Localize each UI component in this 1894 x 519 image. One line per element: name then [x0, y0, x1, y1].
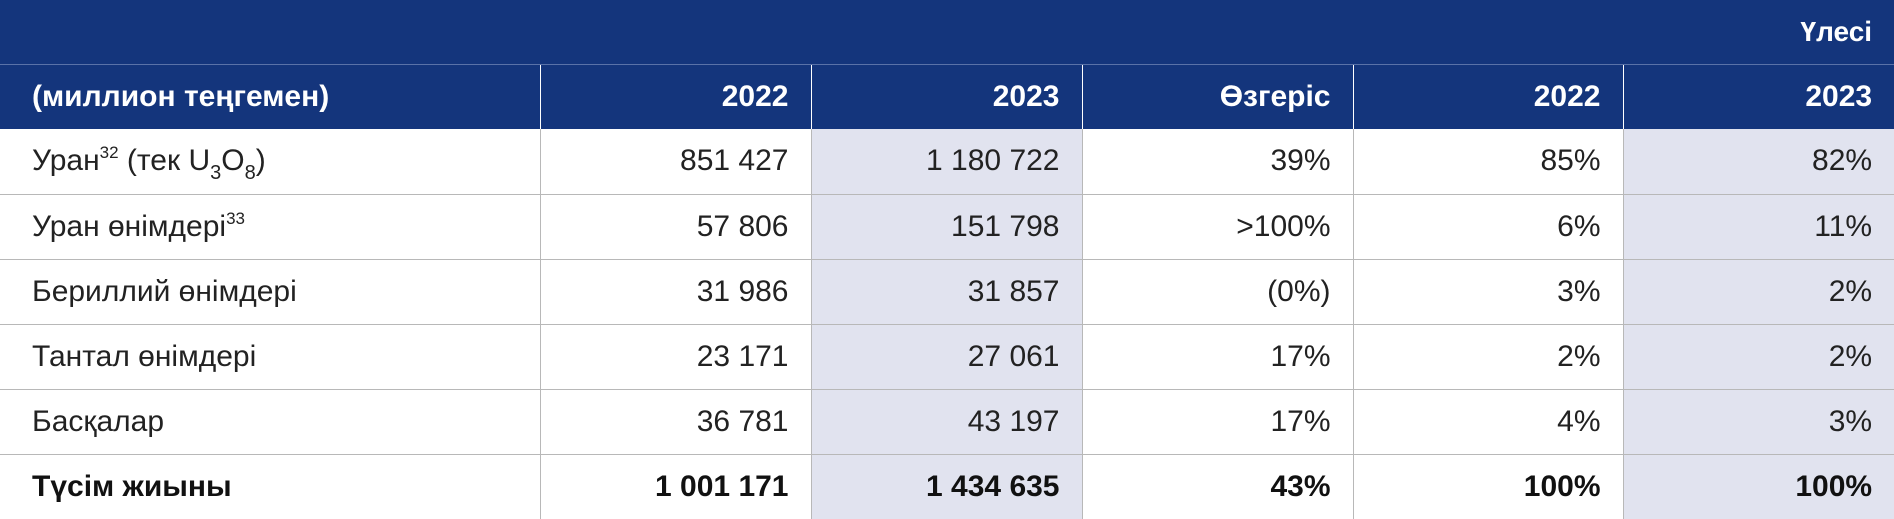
- share-2022-value: 3%: [1352, 258, 1623, 324]
- value-2023: 43 197: [810, 388, 1082, 454]
- share-2022-value: 6%: [1352, 193, 1623, 259]
- share-2023-value: 2%: [1622, 323, 1894, 389]
- total-row: Түсім жиыны 1 001 171 1 434 635 43% 100%…: [0, 453, 1894, 519]
- footnote-ref: 33: [226, 208, 245, 228]
- table-row: Тантал өнімдері 23 171 27 061 17% 2% 2%: [0, 323, 1894, 389]
- total-share-2022: 100%: [1352, 453, 1623, 519]
- share-2022-value: 2%: [1352, 323, 1623, 389]
- column-header-row: (миллион теңгемен) 2022 2023 Өзгеріс 202…: [0, 63, 1894, 129]
- row-label: Бериллий өнімдері: [0, 258, 540, 324]
- value-2022: 23 171: [539, 323, 811, 389]
- row-label: Тантал өнімдері: [0, 323, 540, 389]
- year-2022-header: 2022: [539, 63, 811, 129]
- value-2023: 31 857: [810, 258, 1082, 324]
- share-2022-value: 4%: [1352, 388, 1623, 454]
- footnote-ref: 32: [99, 143, 119, 163]
- change-header: Өзгеріс: [1081, 63, 1353, 129]
- value-2023: 1 180 722: [810, 129, 1082, 194]
- share-2023-value: 3%: [1622, 388, 1894, 454]
- table-row: Басқалар 36 781 43 197 17% 4% 3%: [0, 388, 1894, 454]
- share-header: Үлесі: [0, 0, 1894, 64]
- value-2022: 36 781: [539, 388, 811, 454]
- subscript: 3: [210, 162, 222, 185]
- row-label: Басқалар: [0, 388, 540, 454]
- value-2023: 151 798: [810, 193, 1082, 259]
- change-value: (0%): [1081, 258, 1353, 324]
- subscript: 8: [244, 162, 256, 185]
- year-2023-header: 2023: [810, 63, 1082, 129]
- share-2023-header: 2023: [1622, 63, 1894, 129]
- share-2022-value: 85%: [1352, 129, 1623, 194]
- row-label-text: Уран: [32, 144, 100, 178]
- share-2022-header: 2022: [1352, 63, 1623, 129]
- change-value: 17%: [1081, 323, 1353, 389]
- table-row: Уран32 (тек U3O8) 851 427 1 180 722 39% …: [0, 129, 1894, 194]
- row-label: Уран өнімдері33: [0, 193, 540, 259]
- value-2022: 57 806: [539, 193, 811, 259]
- value-2022: 851 427: [539, 129, 811, 194]
- share-2023-value: 82%: [1622, 129, 1894, 194]
- value-2022: 31 986: [539, 258, 811, 324]
- unit-header: (миллион теңгемен): [0, 63, 540, 129]
- table-body: Уран32 (тек U3O8) 851 427 1 180 722 39% …: [0, 129, 1894, 519]
- row-label-text: (тек U: [118, 144, 211, 178]
- share-header-row: Үлесі: [0, 0, 1894, 64]
- share-2023-value: 11%: [1622, 193, 1894, 259]
- row-label-text: O: [221, 144, 245, 178]
- share-2023-value: 2%: [1622, 258, 1894, 324]
- table-row: Уран өнімдері33 57 806 151 798 >100% 6% …: [0, 193, 1894, 259]
- row-label-text: ): [255, 144, 266, 178]
- row-label-text: Уран өнімдері: [32, 209, 227, 243]
- row-label: Уран32 (тек U3O8): [0, 129, 540, 194]
- table-row: Бериллий өнімдері 31 986 31 857 (0%) 3% …: [0, 258, 1894, 324]
- change-value: 39%: [1081, 129, 1353, 194]
- total-2023: 1 434 635: [810, 453, 1082, 519]
- total-change: 43%: [1081, 453, 1353, 519]
- value-2023: 27 061: [810, 323, 1082, 389]
- change-value: >100%: [1081, 193, 1353, 259]
- total-share-2023: 100%: [1622, 453, 1894, 519]
- total-2022: 1 001 171: [539, 453, 811, 519]
- total-label: Түсім жиыны: [0, 453, 540, 519]
- change-value: 17%: [1081, 388, 1353, 454]
